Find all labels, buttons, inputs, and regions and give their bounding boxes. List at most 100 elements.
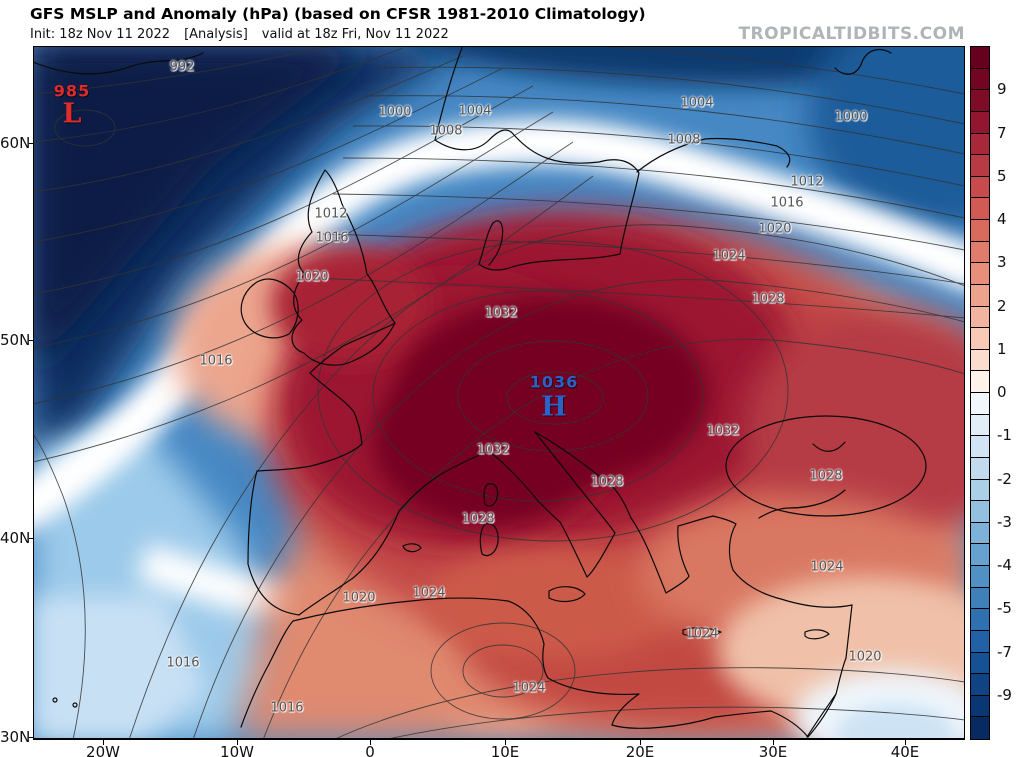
lat-tickmark	[29, 340, 34, 341]
lon-label: 20W	[86, 743, 120, 757]
contour-label: 1028	[590, 474, 624, 490]
watermark: TROPICALTIDBITS.COM	[738, 24, 965, 44]
lon-label: 10E	[490, 743, 520, 757]
colorbar-cell	[971, 176, 989, 199]
colorbar-cell	[971, 393, 989, 415]
colorbar-tick-label: 7	[997, 123, 1007, 142]
colorbar-tick-label: -2	[997, 469, 1012, 488]
lon-label: 30E	[758, 743, 788, 757]
colorbar-cell	[971, 284, 989, 307]
colorbar-tick-label: 5	[997, 166, 1007, 185]
colorbar-cell	[971, 501, 989, 523]
contour-label: 992	[169, 59, 195, 75]
valid-time: valid at 18z Fri, Nov 11 2022	[261, 27, 449, 42]
colorbar-cell	[971, 47, 989, 69]
lat-label: 30N	[0, 728, 31, 746]
contour-label: 1028	[751, 291, 785, 307]
lon-tickmark	[505, 740, 506, 745]
lon-tickmark	[370, 740, 371, 745]
contour-label: 1032	[476, 442, 510, 458]
lat-label: 50N	[0, 331, 31, 349]
contour-label: 1024	[512, 680, 546, 696]
colorbar-cell	[971, 371, 989, 393]
contour-label: 1004	[680, 95, 714, 111]
colorbar-cell	[971, 522, 989, 545]
colorbar-cell	[971, 155, 989, 177]
colorbar-tick-label: 9	[997, 80, 1007, 99]
contour-label: 1016	[315, 230, 349, 246]
colorbar-cell	[971, 133, 989, 156]
lon-tickmark	[103, 740, 104, 745]
colorbar-cell	[971, 674, 989, 696]
contour-label: 1032	[706, 423, 740, 439]
lon-label: 0	[365, 743, 375, 757]
subtitle: Init: 18z Nov 11 2022 [Analysis] valid at …	[30, 27, 463, 42]
contour-label: 1024	[412, 585, 446, 601]
pressure-markers: 985 L 1036 H	[33, 46, 965, 740]
anomaly-field	[33, 46, 965, 740]
colorbar-cell	[971, 436, 989, 458]
lon-tickmark	[237, 740, 238, 745]
contour-label: 1024	[685, 626, 719, 642]
colorbar-tick-label: -1	[997, 426, 1012, 445]
colorbar-tick-label: 1	[997, 339, 1007, 358]
run-mode: [Analysis]	[184, 27, 248, 42]
contour-label: 1024	[810, 559, 844, 575]
colorbar-cell	[971, 609, 989, 631]
colorbar-cell	[971, 457, 989, 480]
colorbar-cell	[971, 652, 989, 675]
coastlines	[33, 46, 927, 738]
colorbar-tick-label: 3	[997, 253, 1007, 272]
lat-label: 60N	[0, 134, 31, 152]
high-pressure-value: 1036	[529, 372, 579, 392]
colorbar-tick-label: 4	[997, 210, 1007, 228]
init-time: Init: 18z Nov 11 2022	[30, 27, 171, 42]
colorbar-cell	[971, 479, 989, 502]
contour-label: 1000	[378, 104, 412, 120]
colorbar-cell	[971, 328, 989, 350]
lat-tickmark	[29, 737, 34, 738]
colorbar-tick-label: -5	[997, 599, 1012, 618]
map-area: 992 1000 1004 1008 1004 1000 1008 1012 1016 1020 1…	[33, 46, 965, 740]
contour-label: 1016	[199, 353, 233, 369]
lon-tickmark	[773, 740, 774, 745]
lon-label: 40E	[890, 743, 920, 757]
colorbar-tick-label: -3	[997, 512, 1012, 531]
low-marker: L	[62, 98, 82, 130]
colorbar-cell	[971, 263, 989, 285]
contour-label: 1024	[712, 248, 746, 264]
colorbar	[970, 46, 990, 740]
low-pressure-value: 985	[53, 81, 91, 101]
contour-label: 1016	[166, 655, 200, 671]
lat-label: 40N	[0, 529, 31, 547]
colorbar-cell	[971, 220, 989, 242]
colorbar-cell	[971, 695, 989, 718]
colorbar-tick-label: 0	[997, 383, 1007, 401]
contour-label: 1008	[429, 123, 463, 139]
contour-label: 1000	[834, 109, 868, 125]
colorbar-cell	[971, 717, 989, 739]
colorbar-cell	[971, 90, 989, 112]
colorbar-tick-label: -4	[997, 556, 1012, 574]
mslp-contours	[33, 46, 965, 740]
colorbar-cell	[971, 68, 989, 91]
contour-label: 1028	[461, 511, 495, 527]
contour-labels: 992 1000 1004 1008 1004 1000 1008 1012 1016 1020 1…	[33, 46, 965, 740]
contour-label: 1012	[790, 174, 824, 190]
colorbar-cell	[971, 587, 989, 610]
colorbar-cell	[971, 306, 989, 329]
contour-label: 1020	[295, 269, 329, 285]
colorbar-cell	[971, 630, 989, 653]
contour-label: 1004	[458, 103, 492, 119]
contour-label: 1020	[848, 649, 882, 665]
contour-label: 1012	[314, 206, 348, 222]
colorbar-cell	[971, 349, 989, 372]
colorbar-cell	[971, 241, 989, 264]
contour-label: 1032	[484, 305, 518, 321]
colorbar-cell	[971, 544, 989, 566]
lat-tickmark	[29, 143, 34, 144]
contour-label: 1016	[270, 700, 304, 716]
colorbar-cell	[971, 566, 989, 588]
colorbar-cell	[971, 111, 989, 134]
